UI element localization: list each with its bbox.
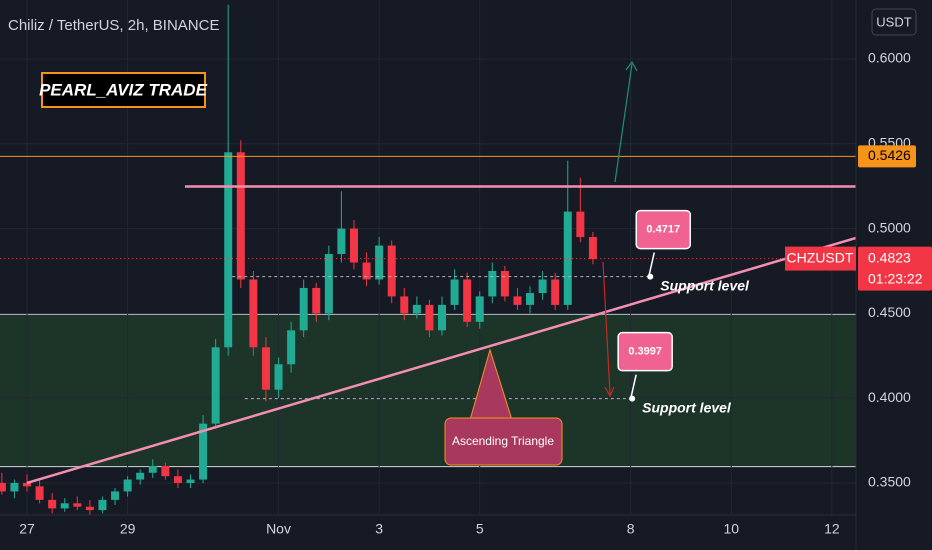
candle-body [148, 465, 157, 473]
candle-body [224, 152, 233, 348]
level-tag [858, 145, 916, 168]
last-price-tag [858, 246, 932, 291]
arrow-head [625, 60, 638, 72]
x-tick-label: 27 [19, 521, 35, 537]
x-tick-label: 29 [120, 521, 136, 537]
y-tick-label: 0.4000 [868, 389, 911, 405]
y-tick-label: 0.5000 [868, 219, 911, 235]
candle-body [35, 486, 44, 500]
candle-body [563, 211, 572, 305]
currency: USDT [876, 14, 911, 29]
y-tick-label: 0.3500 [868, 474, 911, 490]
candle-body [425, 304, 434, 331]
candle-body [73, 503, 82, 507]
grid [0, 0, 856, 515]
currency-box[interactable] [871, 8, 917, 36]
candle-body [48, 499, 57, 509]
candle-body [450, 279, 459, 305]
candle-body [23, 482, 32, 487]
candle-body [199, 423, 208, 480]
candle-body [161, 465, 170, 477]
candle-body [60, 503, 69, 509]
candle-body [475, 296, 484, 322]
x-tick-label: 3 [375, 521, 383, 537]
candle-body [0, 482, 6, 492]
candle-body [249, 279, 258, 348]
candle-body [111, 491, 120, 500]
trendline [26, 236, 856, 485]
zone [0, 314, 856, 467]
price-tag [617, 331, 673, 372]
tag-pointer [648, 252, 655, 275]
candle-body [186, 479, 195, 483]
candle-body [513, 296, 522, 305]
countdown: 01:23:22 [868, 270, 923, 286]
candle-body [588, 237, 597, 260]
x-tick-label: 5 [476, 521, 484, 537]
pattern-label: Ascending Triangle [452, 434, 554, 448]
candle-body [362, 262, 371, 280]
candle-body [261, 347, 270, 390]
support-label: Support level [642, 399, 732, 415]
candle-body [299, 287, 308, 331]
x-tick-label: Nov [266, 521, 291, 537]
candle-body [85, 506, 94, 511]
candle-body [324, 254, 333, 314]
price-tag [635, 209, 692, 250]
candle-body [98, 499, 107, 511]
candle-body [312, 287, 321, 314]
candle-body [412, 304, 421, 314]
candle-body [438, 304, 447, 331]
callout-box [444, 417, 563, 466]
chart-title: Chiliz / TetherUS, 2h, BINANCE [8, 17, 219, 34]
watermark: PEARL_AVIZ TRADE [39, 80, 207, 99]
candle-body [538, 279, 547, 294]
candle-body [10, 482, 19, 492]
candle-body [173, 476, 182, 483]
last-price-label: 0.4823 [868, 249, 911, 265]
arrow-head [604, 386, 615, 398]
x-tick-label: 12 [824, 521, 840, 537]
y-tick-label: 0.6000 [868, 50, 911, 66]
arrow-up [614, 63, 633, 183]
symbol-tag-label: CHZUSDT [787, 249, 854, 265]
symbol-tag [785, 246, 856, 271]
candle-body [526, 293, 535, 305]
candle-body [375, 245, 384, 280]
drawings [0, 155, 856, 485]
plot-area [0, 313, 856, 468]
candles [0, 4, 597, 515]
watermark-box [41, 72, 206, 108]
support-point [647, 273, 654, 280]
y-tick-label: 0.4500 [868, 304, 911, 320]
candle-body [576, 211, 585, 238]
level-tag-label: 0.5426 [868, 147, 911, 163]
price-tag-label: 0.3997 [628, 346, 662, 358]
candle-body [274, 364, 283, 390]
candle-body [400, 296, 409, 314]
x-tick-label: 8 [627, 521, 635, 537]
candle-body [463, 279, 472, 322]
candle-body [500, 270, 509, 297]
candle-body [136, 472, 145, 480]
candle-body [236, 152, 245, 280]
support-label: Support level [660, 277, 750, 293]
tag-pointer [630, 374, 637, 397]
candle-body [337, 228, 346, 255]
support-point [629, 395, 636, 402]
price-tag-label: 0.4717 [646, 223, 680, 235]
candle-body [387, 245, 396, 297]
candle-body [488, 270, 497, 297]
candle-body [349, 228, 358, 263]
candle-body [551, 279, 560, 305]
x-tick-label: 10 [723, 521, 739, 537]
arrow-down [602, 261, 611, 395]
candle-body [123, 479, 132, 492]
candle-body [287, 330, 296, 365]
candle-body [211, 347, 220, 424]
